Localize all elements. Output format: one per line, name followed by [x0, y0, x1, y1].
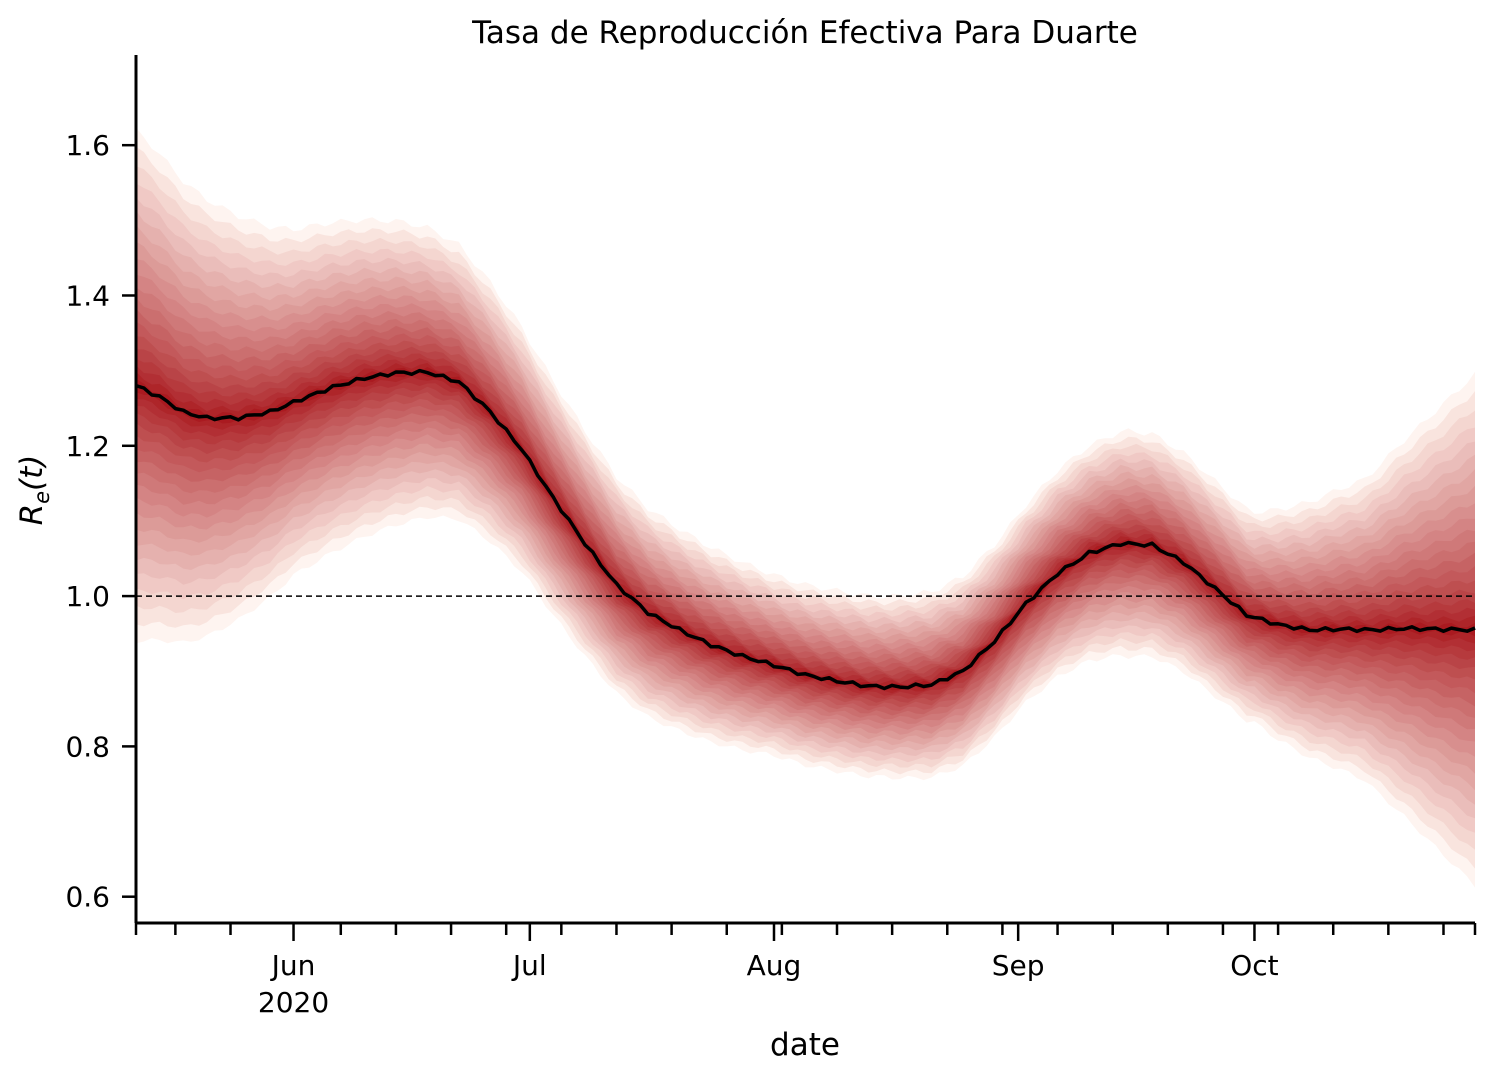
- uncertainty-bands: [136, 127, 1475, 888]
- y-axis-label-main: R: [14, 504, 50, 526]
- x-tick-label-3: Sep: [992, 949, 1045, 982]
- x-tick-label-1: Jul: [511, 949, 547, 982]
- y-axis-label: Re(t): [14, 455, 54, 526]
- y-tick-label-4: 1.4: [65, 279, 110, 312]
- y-axis: 0.6 0.8 1.0 1.2 1.4 1.6: [65, 55, 138, 923]
- x-axis-label: date: [770, 1027, 840, 1063]
- x-axis: Jun 2020 Jul Aug Sep Oct: [134, 921, 1477, 1019]
- y-tick-label-1: 0.8: [65, 730, 110, 763]
- y-tick-label-5: 1.6: [65, 129, 110, 162]
- median-line: [135, 368, 1476, 691]
- chart-title: Tasa de Reproducción Efectiva Para Duart…: [471, 15, 1138, 51]
- x-tick-label-2: Aug: [747, 949, 802, 982]
- y-axis-label-rest: (t): [14, 455, 50, 491]
- x-tick-label-4: Oct: [1230, 949, 1278, 982]
- y-axis-label-sub: e: [30, 491, 54, 504]
- y-tick-label-0: 0.6: [65, 881, 110, 914]
- x-tick-sublabel-0: 2020: [258, 986, 329, 1019]
- uncertainty-band-5: [136, 346, 1475, 703]
- x-tick-label-0: Jun: [270, 949, 316, 982]
- y-tick-label-2: 1.0: [65, 580, 110, 613]
- uncertainty-band-4: [136, 353, 1475, 699]
- y-tick-label-3: 1.2: [65, 430, 110, 463]
